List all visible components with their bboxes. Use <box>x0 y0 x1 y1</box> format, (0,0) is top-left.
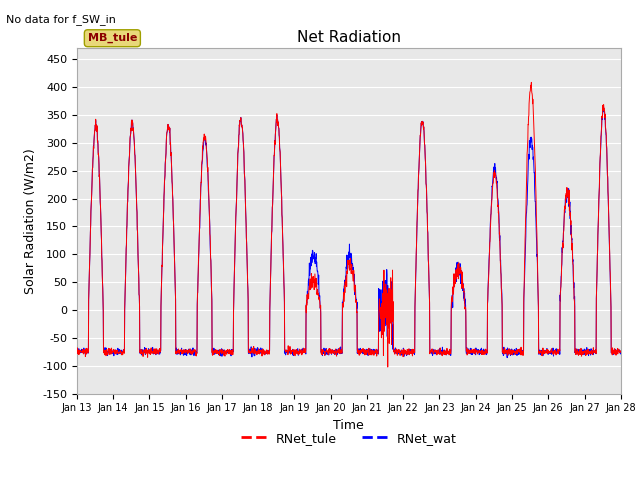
Legend: RNet_tule, RNet_wat: RNet_tule, RNet_wat <box>236 427 461 450</box>
Y-axis label: Solar Radiation (W/m2): Solar Radiation (W/m2) <box>24 148 36 294</box>
X-axis label: Time: Time <box>333 419 364 432</box>
Text: No data for f_SW_in: No data for f_SW_in <box>6 14 116 25</box>
Title: Net Radiation: Net Radiation <box>297 30 401 46</box>
Text: MB_tule: MB_tule <box>88 33 137 43</box>
